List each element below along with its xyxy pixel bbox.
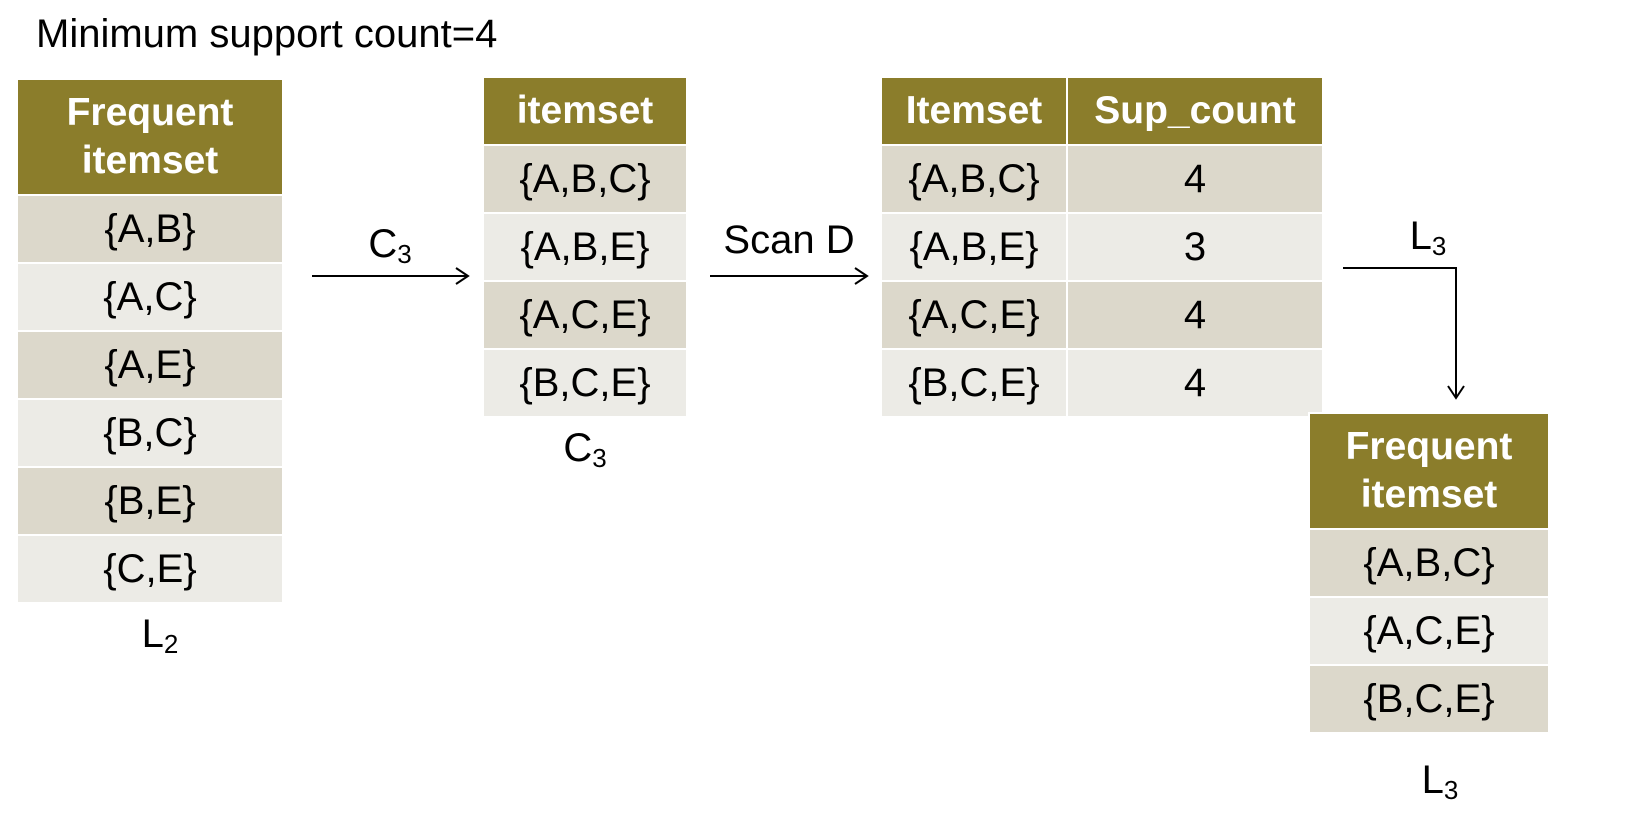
arrow-l2-to-c3 [312,267,470,285]
l2-row: {C,E} [16,534,284,604]
count-itemset-cell: {A,C,E} [880,280,1068,350]
l3-row: {A,C,E} [1308,596,1550,666]
l2-header: Frequent itemset [16,78,284,196]
l3-row: {B,C,E} [1308,664,1550,734]
count-itemset-cell: {B,C,E} [880,348,1068,418]
l3-row: {A,B,C} [1308,528,1550,598]
l2-row: {A,E} [16,330,284,400]
l2-table: Frequent itemset {A,B} {A,C} {A,E} {B,C}… [16,78,284,604]
l3-table: Frequent itemset {A,B,C} {A,C,E} {B,C,E} [1308,412,1550,734]
c3-table: itemset {A,B,C} {A,B,E} {A,C,E} {B,C,E} [482,76,688,418]
sup-count-column-header: Sup_count [1066,76,1324,146]
c3-row: {A,B,C} [482,144,688,214]
l2-row: {A,C} [16,262,284,332]
count-value-cell: 4 [1066,280,1324,350]
l2-row: {B,C} [16,398,284,468]
arrow-c3-label: C3 [368,222,412,269]
c3-row: {B,C,E} [482,348,688,418]
l2-row: {A,B} [16,194,284,264]
count-itemset-cell: {A,B,C} [880,144,1068,214]
l2-row: {B,E} [16,466,284,536]
scan-d-label: Scan D [723,218,855,262]
itemset-column-header: Itemset [880,76,1068,146]
count-value-cell: 3 [1066,212,1324,282]
l3-caption: L3 [1421,758,1459,805]
count-value-cell: 4 [1066,348,1324,418]
sup-count-table: Itemset Sup_count {A,B,C} 4 {A,B,E} 3 {A,C… [880,76,1324,418]
arrow-c3-to-count [710,267,869,285]
min-support-title: Minimum support count=4 [36,12,498,56]
c3-row: {A,C,E} [482,280,688,350]
c3-row: {A,B,E} [482,212,688,282]
c3-caption: C3 [563,426,607,473]
l2-caption: L2 [141,612,179,659]
arrow-count-to-l3 [1343,267,1465,400]
count-value-cell: 4 [1066,144,1324,214]
count-itemset-cell: {A,B,E} [880,212,1068,282]
arrow-l3-label: L3 [1409,214,1447,261]
c3-header: itemset [482,76,688,146]
l3-header: Frequent itemset [1308,412,1550,530]
